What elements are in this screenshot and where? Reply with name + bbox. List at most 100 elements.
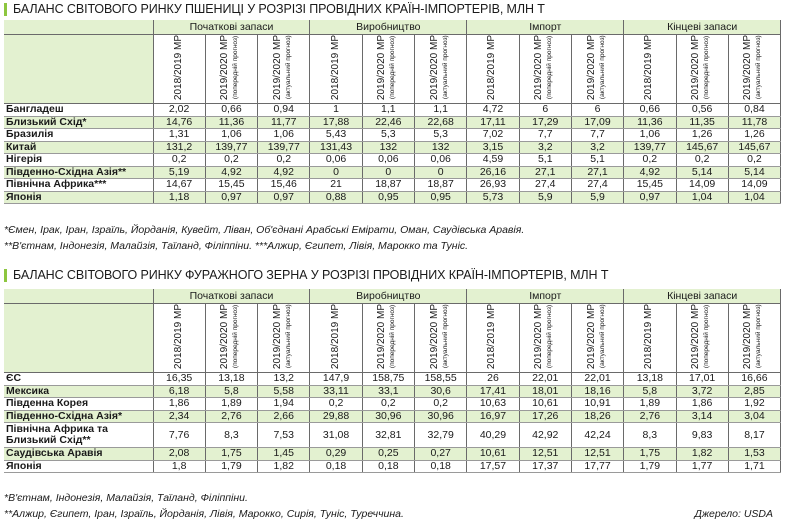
column-header: 2019/2020 МР (актуальний прогноз) <box>728 303 782 374</box>
value-cell: 3,72 <box>676 385 729 399</box>
value-cell: 5,8 <box>205 385 259 399</box>
wheat-balance-table: Початкові запаси Виробництво Імпорт Кінцеві… <box>4 20 782 205</box>
column-header: 2019/2020 МР (попередній прогноз) <box>362 303 416 374</box>
value-cell: 16,97 <box>466 410 520 424</box>
value-cell: 18,87 <box>414 178 468 192</box>
row-label: ЄС <box>4 372 154 386</box>
column-header-year: 2019/2020 МР <box>585 304 597 370</box>
value-cell: 42,92 <box>519 422 572 449</box>
column-header-year: 2019/2020 МР <box>271 35 283 101</box>
column-header-year: 2019/2020 МР <box>742 35 754 101</box>
value-cell: 1,1 <box>362 103 416 117</box>
column-header: 2018/2019 МР <box>623 303 677 374</box>
value-cell: 3,2 <box>519 141 572 155</box>
source-credit: Джерело: USDA <box>694 508 773 520</box>
value-cell: 1,53 <box>728 447 782 461</box>
column-header-year: 2019/2020 МР <box>428 35 440 101</box>
value-cell: 5,9 <box>571 191 625 205</box>
group-header: Початкові запаси <box>153 20 311 35</box>
value-cell: 18,16 <box>571 385 625 399</box>
column-header: 2018/2019 МР <box>623 34 677 105</box>
wheat-table-title: БАЛАНС СВІТОВОГО РИНКУ ПШЕНИЦІ У РОЗРІЗІ… <box>4 2 545 16</box>
value-cell: 30,96 <box>414 410 468 424</box>
value-cell: 5,43 <box>309 128 363 142</box>
column-header-forecast: (актуальний прогноз) <box>598 304 606 369</box>
column-header: 2019/2020 МР (актуальний прогноз) <box>571 303 625 374</box>
value-cell: 0 <box>414 166 468 180</box>
value-cell: 12,51 <box>519 447 572 461</box>
table-row: Японія 1,8 1,79 1,82 0,18 0,18 0,18 17,57 17,37 1… <box>4 460 782 474</box>
row-label: Південна Корея <box>4 397 154 411</box>
table-row: Бразилія 1,31 1,06 1,06 5,43 5,3 5,3 7,02 7,7 7,7… <box>4 128 782 142</box>
value-cell: 1,82 <box>257 460 311 474</box>
value-cell: 33,11 <box>309 385 363 399</box>
corner-cell <box>4 303 154 374</box>
value-cell: 132 <box>362 141 416 155</box>
value-cell: 1,94 <box>257 397 311 411</box>
value-cell: 2,85 <box>728 385 782 399</box>
corner-cell <box>4 34 154 105</box>
value-cell: 0,97 <box>205 191 259 205</box>
value-cell: 27,4 <box>519 178 572 192</box>
value-cell: 8,3 <box>205 422 259 449</box>
table-row: Південно-Східна Азія** 5,19 4,92 4,92 0 0 0 26,… <box>4 166 782 180</box>
value-cell: 1,75 <box>205 447 259 461</box>
row-label: Мексика <box>4 385 154 399</box>
value-cell: 139,77 <box>257 141 311 155</box>
value-cell: 17,57 <box>466 460 520 474</box>
value-cell: 10,61 <box>466 447 520 461</box>
value-cell: 8,3 <box>623 422 677 449</box>
group-header: Імпорт <box>466 289 625 304</box>
value-cell: 10,63 <box>466 397 520 411</box>
title-accent-bar <box>4 2 7 16</box>
value-cell: 0,25 <box>362 447 416 461</box>
table-row: Північна Африка та Близький Схід** 7,76 8,… <box>4 422 782 449</box>
value-cell: 0,2 <box>414 397 468 411</box>
value-cell: 1,06 <box>623 128 677 142</box>
column-header-forecast: (попередній прогноз) <box>389 35 397 100</box>
feed-footnote-1: *В'єтнам, Індонезія, Малайзія, Таїланд, … <box>4 492 248 504</box>
value-cell: 15,46 <box>257 178 311 192</box>
value-cell: 3,15 <box>466 141 520 155</box>
value-cell: 3,14 <box>676 410 729 424</box>
value-cell: 1,86 <box>153 397 206 411</box>
value-cell: 1,92 <box>728 397 782 411</box>
column-header-year: 2019/2020 МР <box>428 304 440 370</box>
value-cell: 16,66 <box>728 372 782 386</box>
value-cell: 0,97 <box>623 191 677 205</box>
value-cell: 17,88 <box>309 116 363 130</box>
row-label: Бангладеш <box>4 103 154 117</box>
column-header: 2019/2020 МР (актуальний прогноз) <box>414 303 468 374</box>
value-cell: 131,43 <box>309 141 363 155</box>
value-cell: 42,24 <box>571 422 625 449</box>
value-cell: 5,14 <box>728 166 782 180</box>
row-label: Північна Африка та Близький Схід** <box>4 422 154 449</box>
value-cell: 11,35 <box>676 116 729 130</box>
value-cell: 1,82 <box>676 447 729 461</box>
row-label: Китай <box>4 141 154 155</box>
value-cell: 1,45 <box>257 447 311 461</box>
table-row: Південна Корея 1,86 1,89 1,94 0,2 0,2 0,2 10,63… <box>4 397 782 411</box>
table-row: Японія 1,18 0,97 0,97 0,88 0,95 0,95 5,73 5,9 5,9… <box>4 191 782 205</box>
value-cell: 2,02 <box>153 103 206 117</box>
value-cell: 13,18 <box>205 372 259 386</box>
value-cell: 17,29 <box>519 116 572 130</box>
table-row: Саудівська Аравія 2,08 1,75 1,45 0,29 0,25 0,2… <box>4 447 782 461</box>
corner-cell <box>4 20 154 35</box>
value-cell: 40,29 <box>466 422 520 449</box>
column-header: 2019/2020 МР (попередній прогноз) <box>676 303 729 374</box>
value-cell: 1 <box>309 103 363 117</box>
value-cell: 14,76 <box>153 116 206 130</box>
value-cell: 0,95 <box>362 191 416 205</box>
table-row: Нігерія 0,2 0,2 0,2 0,06 0,06 0,06 4,59 5,1 5,1 0,… <box>4 153 782 167</box>
value-cell: 4,92 <box>623 166 677 180</box>
value-cell: 4,59 <box>466 153 520 167</box>
value-cell: 17,37 <box>519 460 572 474</box>
value-cell: 15,45 <box>205 178 259 192</box>
value-cell: 13,2 <box>257 372 311 386</box>
value-cell: 7,53 <box>257 422 311 449</box>
value-cell: 22,46 <box>362 116 416 130</box>
row-label: Японія <box>4 191 154 205</box>
column-header-year: 2019/2020 МР <box>271 304 283 370</box>
value-cell: 27,1 <box>571 166 625 180</box>
